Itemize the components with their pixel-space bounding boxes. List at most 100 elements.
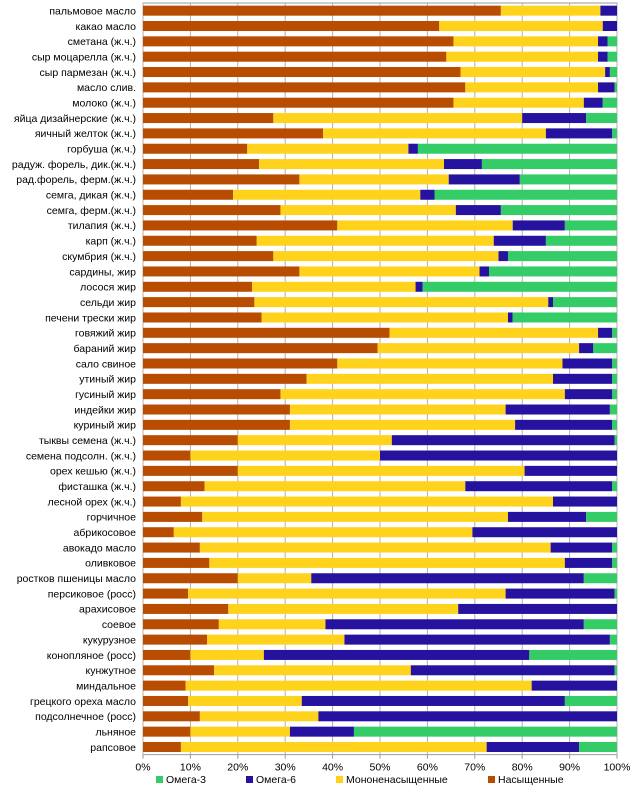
bar-segment — [299, 266, 480, 277]
legend-swatch — [246, 776, 253, 783]
bar-segment — [143, 542, 200, 553]
bar-segment — [180, 496, 554, 507]
category-label: лесной орех (ж.ч.) — [48, 496, 136, 508]
category-label: гусиный жир — [75, 389, 136, 401]
category-label: индейки жир — [74, 404, 136, 416]
bar-segment — [143, 389, 281, 400]
bar-segment — [507, 511, 587, 522]
bar-segment — [612, 557, 617, 568]
bar-segment — [143, 97, 454, 108]
bar-segment — [252, 281, 416, 292]
bar-segment — [507, 251, 617, 262]
bar-segment — [143, 695, 189, 706]
category-label: какао масло — [76, 21, 137, 33]
bar-segment — [598, 36, 608, 47]
bar-segment — [550, 542, 613, 553]
bar-segment — [586, 113, 617, 124]
bar-segment — [263, 649, 530, 660]
bar-segment — [143, 113, 274, 124]
bar-row — [143, 327, 617, 338]
category-label: сметана (ж.ч.) — [68, 36, 136, 48]
bar-row — [143, 159, 617, 170]
bar-segment — [612, 389, 617, 400]
x-tick-label: 100% — [604, 762, 630, 774]
bar-segment — [188, 588, 506, 599]
bar-segment — [465, 481, 613, 492]
bar-segment — [598, 327, 613, 338]
bar-row — [143, 634, 617, 645]
bar-row — [143, 5, 617, 16]
category-label: лосося жир — [80, 282, 136, 294]
bar-segment — [323, 128, 546, 139]
bar-segment — [553, 297, 617, 308]
x-tick-label: 40% — [322, 762, 343, 774]
bar-segment — [564, 389, 613, 400]
bar-segment — [143, 481, 205, 492]
bar-segment — [465, 82, 599, 93]
bar-segment — [489, 266, 617, 277]
legend-label: Омега-6 — [256, 774, 296, 786]
category-label: грецкого ореха масло — [30, 696, 136, 708]
bar-segment — [583, 97, 603, 108]
category-label: сельди жир — [80, 297, 136, 309]
category-label: яйца дизайнерские (ж.ч.) — [14, 113, 136, 125]
bar-segment — [280, 389, 565, 400]
bar-segment — [564, 220, 617, 231]
category-label: абрикосовое — [74, 527, 137, 539]
bar-segment — [460, 67, 606, 78]
category-label: куриный жир — [74, 420, 137, 432]
bar-segment — [301, 695, 565, 706]
category-label: сыр моцарелла (ж.ч.) — [32, 51, 136, 63]
bar-segment — [500, 5, 601, 16]
bar-segment — [190, 450, 380, 461]
bar-segment — [472, 527, 617, 538]
bar-segment — [247, 143, 409, 154]
bar-segment — [609, 634, 617, 645]
bar-row — [143, 695, 617, 706]
bar-segment — [143, 358, 338, 369]
bars — [143, 5, 617, 752]
x-tick-label: 50% — [369, 762, 390, 774]
bar-segment — [143, 159, 260, 170]
x-tick-label: 20% — [227, 762, 248, 774]
x-tick-label: 10% — [180, 762, 201, 774]
bar-row — [143, 542, 617, 553]
bar-segment — [143, 312, 262, 323]
category-label: семена подсолн. (ж.ч.) — [26, 450, 136, 462]
bar-segment — [143, 649, 191, 660]
bar-segment — [337, 220, 513, 231]
bar-row — [143, 527, 617, 538]
bar-segment — [143, 496, 181, 507]
bar-segment — [311, 573, 584, 584]
x-tick-label: 80% — [512, 762, 533, 774]
bar-segment — [273, 113, 523, 124]
category-label: карп (ж.ч.) — [86, 236, 136, 248]
category-label: утиный жир — [79, 374, 136, 386]
bar-segment — [612, 373, 617, 384]
category-label: радуж. форель, дик.(ж.ч.) — [12, 159, 136, 171]
bar-row — [143, 128, 617, 139]
bar-row — [143, 419, 617, 430]
bar-segment — [586, 511, 617, 522]
bar-segment — [446, 51, 599, 62]
bar-segment — [206, 634, 345, 645]
bar-row — [143, 465, 617, 476]
bar-segment — [612, 327, 617, 338]
bar-segment — [143, 36, 454, 47]
bar-row — [143, 741, 617, 752]
category-label: масло слив. — [77, 82, 136, 94]
category-label: рад.форель, ферм.(ж.ч.) — [16, 174, 136, 186]
bar-row — [143, 220, 617, 231]
bar-segment — [564, 695, 617, 706]
bar-segment — [529, 649, 617, 660]
bar-segment — [273, 251, 499, 262]
bar-segment — [143, 143, 248, 154]
bar-segment — [612, 481, 617, 492]
bar-row — [143, 189, 617, 200]
category-label: рапсовое — [90, 742, 136, 754]
x-axis-ticks: 0% 10% 20% 30% 40% 50% 60% 70% 80% 90% 100% — [135, 754, 630, 774]
bar-segment — [420, 189, 435, 200]
bar-segment — [143, 128, 324, 139]
bar-segment — [318, 711, 617, 722]
